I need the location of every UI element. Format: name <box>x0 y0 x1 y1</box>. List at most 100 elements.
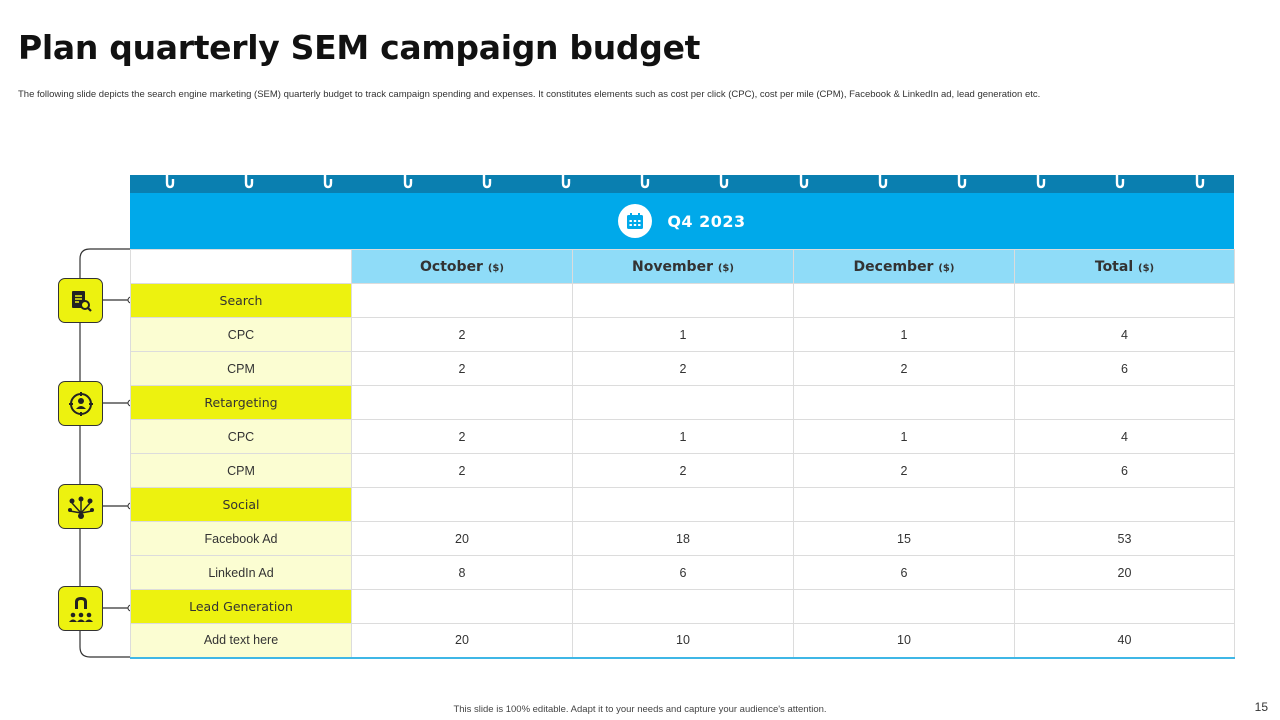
item-label: CPM <box>130 351 352 386</box>
value-cell: 20 <box>351 521 573 556</box>
social-network-icon <box>58 484 103 529</box>
value-cell: 20 <box>351 623 573 659</box>
column-unit: ($) <box>717 262 734 274</box>
item-label: CPM <box>130 453 352 488</box>
column-label: October <box>420 258 483 275</box>
value-cell: 1 <box>572 317 794 352</box>
column-unit: ($) <box>1138 262 1155 274</box>
value-cell: 20 <box>1014 555 1235 590</box>
item-label: CPC <box>130 317 352 352</box>
budget-table: October ($) November ($) December ($) To… <box>130 249 1235 659</box>
table-row: CPM 2 2 2 6 <box>130 453 1235 488</box>
value-cell: 6 <box>793 555 1015 590</box>
value-cell <box>351 487 573 522</box>
value-cell: 18 <box>572 521 794 556</box>
category-label: Lead Generation <box>130 589 352 624</box>
category-row: Search <box>130 283 1235 318</box>
binder-ring-icon <box>955 167 969 193</box>
value-cell <box>351 283 573 318</box>
value-cell: 6 <box>1014 351 1235 386</box>
item-label: Facebook Ad <box>130 521 352 556</box>
value-cell: 10 <box>572 623 794 659</box>
item-label: CPC <box>130 419 352 454</box>
value-cell: 1 <box>793 317 1015 352</box>
value-cell: 2 <box>572 351 794 386</box>
value-cell: 10 <box>793 623 1015 659</box>
column-header: October ($) <box>351 249 573 284</box>
binder-ring-icon <box>321 167 335 193</box>
value-cell <box>572 283 794 318</box>
value-cell: 4 <box>1014 419 1235 454</box>
value-cell: 2 <box>793 453 1015 488</box>
value-cell: 2 <box>351 351 573 386</box>
calendar-binding-strip <box>130 175 1234 193</box>
value-cell: 8 <box>351 555 573 590</box>
column-label: December <box>853 258 934 275</box>
item-label: LinkedIn Ad <box>130 555 352 590</box>
category-label: Search <box>130 283 352 318</box>
value-cell: 6 <box>572 555 794 590</box>
value-cell <box>793 385 1015 420</box>
column-header: November ($) <box>572 249 794 284</box>
table-row: CPM 2 2 2 6 <box>130 351 1235 386</box>
page-number: 15 <box>1254 700 1268 714</box>
value-cell <box>1014 589 1235 624</box>
value-cell <box>351 589 573 624</box>
value-cell: 15 <box>793 521 1015 556</box>
value-cell: 2 <box>351 453 573 488</box>
column-header: Total ($) <box>1014 249 1235 284</box>
binder-ring-icon <box>401 167 415 193</box>
binder-ring-icon <box>717 167 731 193</box>
page-title: Plan quarterly SEM campaign budget <box>18 28 701 67</box>
item-label: Add text here <box>130 623 352 659</box>
footer-note: This slide is 100% editable. Adapt it to… <box>453 704 827 715</box>
value-cell <box>351 385 573 420</box>
value-cell: 2 <box>793 351 1015 386</box>
value-cell <box>572 487 794 522</box>
value-cell: 53 <box>1014 521 1235 556</box>
column-unit: ($) <box>938 262 955 274</box>
binder-ring-icon <box>480 167 494 193</box>
category-row: Retargeting <box>130 385 1235 420</box>
table-row: CPC 2 1 1 4 <box>130 317 1235 352</box>
value-cell <box>1014 487 1235 522</box>
search-document-icon <box>58 278 103 323</box>
value-cell: 1 <box>572 419 794 454</box>
table-header-row: October ($) November ($) December ($) To… <box>130 249 1235 284</box>
value-cell <box>793 589 1015 624</box>
table-row: LinkedIn Ad 8 6 6 20 <box>130 555 1235 590</box>
value-cell: 4 <box>1014 317 1235 352</box>
value-cell: 2 <box>351 419 573 454</box>
value-cell: 6 <box>1014 453 1235 488</box>
value-cell: 2 <box>572 453 794 488</box>
binder-ring-icon <box>559 167 573 193</box>
binder-ring-icon <box>1113 167 1127 193</box>
table-row: CPC 2 1 1 4 <box>130 419 1235 454</box>
binder-ring-icon <box>242 167 256 193</box>
category-row: Social <box>130 487 1235 522</box>
table-row: Add text here 20 10 10 40 <box>130 623 1235 659</box>
binder-ring-icon <box>1193 167 1207 193</box>
column-label: November <box>632 258 713 275</box>
binder-ring-icon <box>163 167 177 193</box>
column-label: Total <box>1094 258 1134 275</box>
calendar-header: Q4 2023 <box>130 193 1234 249</box>
table-row: Facebook Ad 20 18 15 53 <box>130 521 1235 556</box>
header-blank-cell <box>130 249 352 284</box>
category-label: Social <box>130 487 352 522</box>
binder-ring-icon <box>797 167 811 193</box>
value-cell <box>572 385 794 420</box>
budget-calendar: Q4 2023 October ($) November ($) Decembe… <box>130 167 1235 659</box>
binder-ring-icon <box>638 167 652 193</box>
value-cell: 2 <box>351 317 573 352</box>
value-cell <box>793 283 1015 318</box>
category-row: Lead Generation <box>130 589 1235 624</box>
target-user-icon <box>58 381 103 426</box>
value-cell: 1 <box>793 419 1015 454</box>
category-label: Retargeting <box>130 385 352 420</box>
quarter-label: Q4 2023 <box>667 211 746 231</box>
value-cell <box>793 487 1015 522</box>
binder-ring-icon <box>876 167 890 193</box>
value-cell <box>1014 283 1235 318</box>
lead-magnet-icon <box>58 586 103 631</box>
